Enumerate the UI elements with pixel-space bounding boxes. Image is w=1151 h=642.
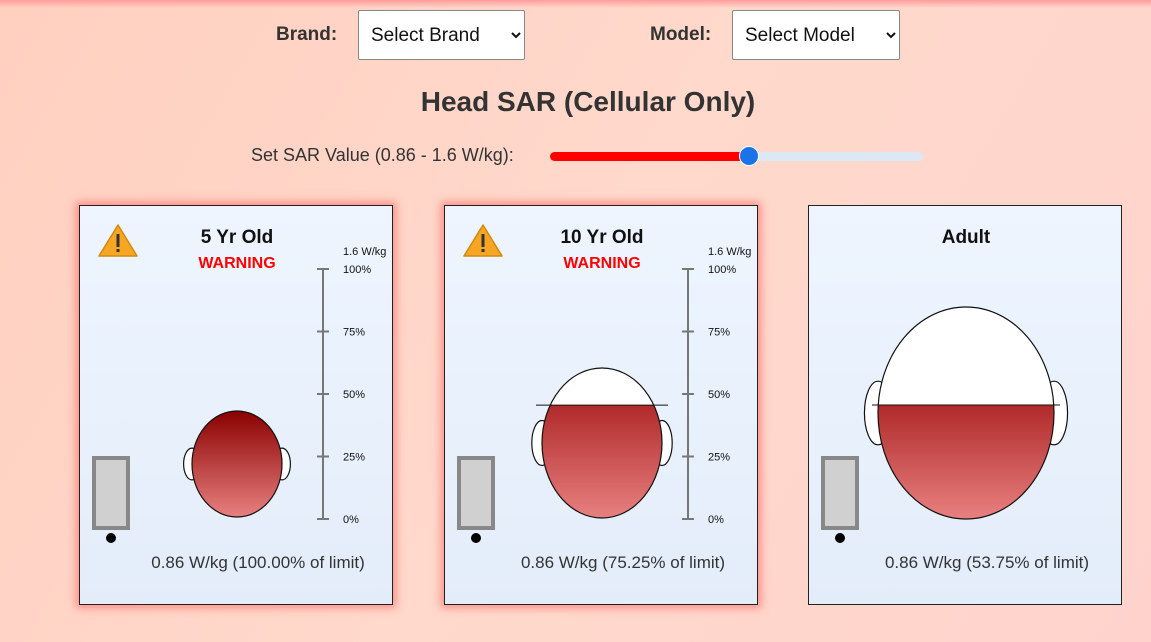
sar-reading: 0.86 W/kg (53.75% of limit) (885, 553, 1089, 572)
model-select[interactable]: Select Model (732, 10, 900, 60)
head-fill (192, 411, 282, 517)
scale-tick-label: 25% (708, 452, 730, 464)
scale-tick-label: 0% (708, 514, 724, 526)
scale-max: 1.6 W/kg (343, 246, 386, 258)
slider-fill (550, 152, 750, 161)
scale-tick-label: 25% (343, 452, 365, 464)
scale-tick-label: 75% (708, 327, 730, 339)
sar-panel: 5 Yr Old WARNING 1.6 W/kg 100% 75% 50% 25% 0% 0.… (79, 205, 393, 605)
brand-select[interactable]: Select Brand (358, 10, 525, 60)
panel-graphic: Adult 0.86 W/kg (53.75% of limit) (821, 227, 1089, 572)
head-outline (541, 367, 663, 519)
head-fill (542, 405, 662, 518)
slider-track[interactable] (550, 152, 923, 161)
brand-label: Brand: (276, 24, 338, 45)
panel-title: Adult (942, 227, 991, 248)
scale-max: 1.6 W/kg (708, 246, 751, 258)
sar-panel: 10 Yr Old WARNING 1.6 W/kg 100% 75% 50% 25% 0% 0… (444, 205, 758, 605)
phone (92, 456, 130, 530)
phone (457, 456, 495, 530)
panel-graphic: 5 Yr Old WARNING 1.6 W/kg 100% 75% 50% 25% 0% 0.… (92, 224, 386, 572)
phone-dot (835, 533, 845, 543)
scale-tick-label: 50% (343, 389, 365, 401)
sar-panel: Adult 0.86 W/kg (53.75% of limit) (808, 205, 1122, 605)
scale-tick-label: 75% (343, 327, 365, 339)
sar-reading: 0.86 W/kg (100.00% of limit) (151, 553, 365, 572)
warning-mark (481, 234, 485, 247)
slider-label: Set SAR Value (0.86 - 1.6 W/kg): (251, 145, 514, 165)
warning-dot (116, 249, 120, 252)
panel-title: 5 Yr Old (201, 227, 274, 248)
warning-text: WARNING (563, 255, 640, 272)
head-fill (878, 405, 1054, 519)
scale-tick-label: 100% (343, 264, 371, 276)
warning-text: WARNING (198, 255, 275, 272)
scale-tick-label: 0% (343, 514, 359, 526)
sar-reading: 0.86 W/kg (75.25% of limit) (521, 553, 725, 572)
phone-dot (106, 533, 116, 543)
top-glow (0, 0, 1151, 8)
phone-dot (471, 533, 481, 543)
panel-graphic: 10 Yr Old WARNING 1.6 W/kg 100% 75% 50% 25% 0% 0… (457, 224, 751, 572)
head-outline (877, 306, 1055, 520)
head-outline (191, 410, 283, 518)
scale-tick-label: 50% (708, 389, 730, 401)
warning-mark (116, 234, 120, 247)
model-label: Model: (650, 24, 712, 45)
scale-tick-label: 100% (708, 264, 736, 276)
slider-thumb[interactable] (739, 146, 759, 166)
panel-title: 10 Yr Old (560, 227, 643, 248)
warning-dot (481, 249, 485, 252)
phone (821, 456, 859, 530)
page-title: Head SAR (Cellular Only) (420, 86, 756, 117)
